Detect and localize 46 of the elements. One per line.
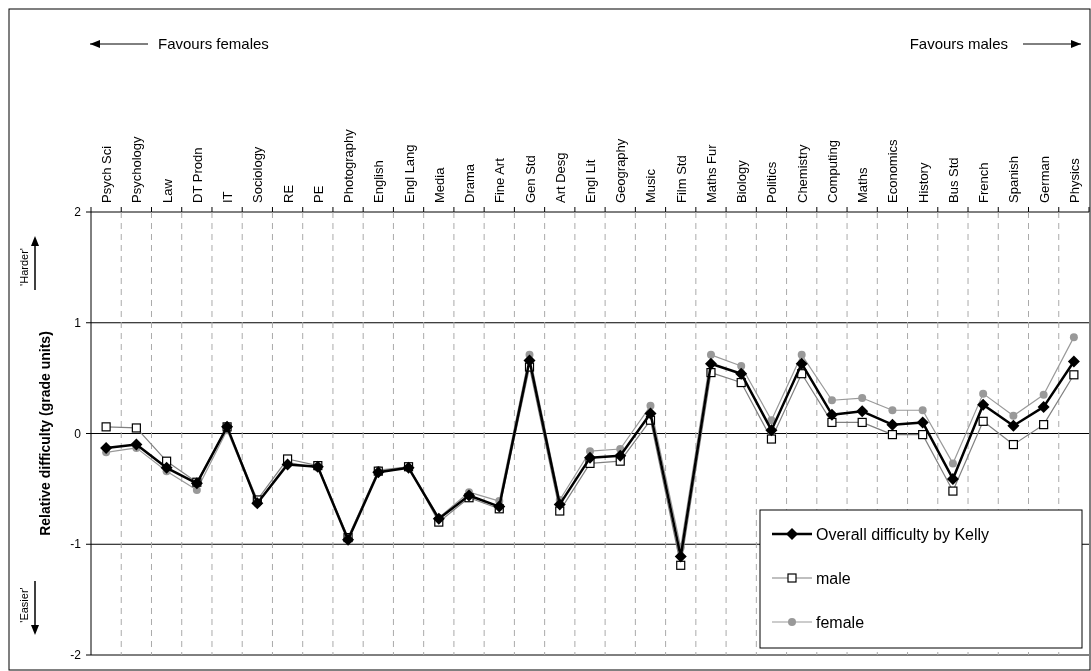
text: 'Easier' [18,587,30,623]
legend-label: male [816,570,851,587]
x-tick-label: History [915,162,931,203]
x-tick-label: Law [159,178,175,203]
x-tick-label: Engl Lit [583,159,598,203]
text: Favours males [909,35,1008,52]
x-tick-label: Sociology [250,146,266,203]
legend-label: female [816,614,865,631]
y-tick-label: 0 [74,426,82,441]
x-tick-label: Economics [885,138,901,203]
y-tick-label: -2 [70,648,82,662]
x-tick-label: Bus Std [945,157,961,203]
x-tick-label: Psych Sci [99,145,115,203]
x-tick-label: Maths [855,167,871,203]
x-tick-label: Drama [462,163,478,203]
x-tick-label: German [1036,156,1052,203]
x-tick-label: Art Desg [552,152,568,203]
x-tick-label: Film Std [673,155,689,203]
y-axis-title: Relative difficulty (grade units) [37,331,53,536]
x-tick-label: Engl Lang [401,144,417,203]
x-tick-label: Photography [341,128,357,203]
y-tick-label: 1 [74,315,82,330]
x-tick-label: English [371,160,387,203]
x-tick-label: French [976,162,992,203]
x-tick-label: RE [280,184,296,203]
x-tick-label: Spanish [1006,156,1022,203]
x-tick-label: Maths Fur [703,143,719,203]
text: Favours females [158,35,269,52]
x-tick-label: Chemistry [794,143,810,203]
x-tick-label: Biology [734,159,750,203]
x-tick-label: Gen Std [522,155,538,203]
x-tick-label: Physics [1066,157,1082,203]
x-tick-label: IT [220,191,236,203]
y-tick-label: -1 [70,537,82,552]
text: 'Harder' [18,248,30,286]
x-tick-label: Music [643,168,659,203]
x-tick-label: Media [431,166,447,203]
x-tick-label: Psychology [129,136,145,203]
legend-label: Overall difficulty by Kelly [816,526,990,543]
x-tick-label: Geography [613,138,629,203]
x-tick-label: PE [310,185,326,203]
y-tick-label: 2 [74,205,82,219]
x-tick-label: Computing [824,140,840,203]
x-tick-label: Politics [764,161,780,203]
x-tick-label: DT Prodn [189,147,205,203]
x-tick-label: Fine Art [492,157,508,203]
